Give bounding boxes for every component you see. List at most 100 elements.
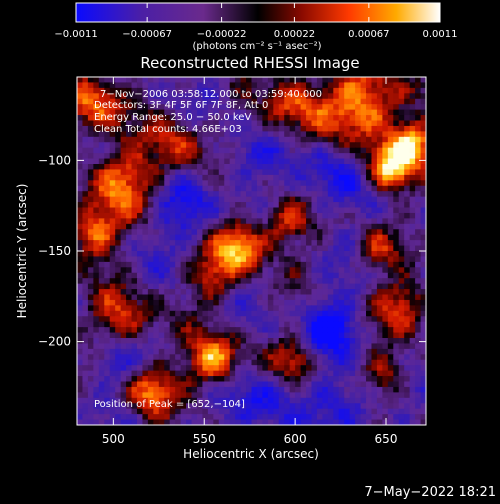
heatmap-cell [104,87,111,94]
heatmap-cell [278,397,285,404]
heatmap-cell [218,397,225,404]
heatmap-cell [338,256,345,263]
heatmap-cell [240,87,247,94]
heatmap-cell [251,343,258,350]
heatmap-cell [278,147,285,154]
heatmap-cell [87,115,94,122]
heatmap-cell [371,278,378,285]
heatmap-cell [104,299,111,306]
heatmap-cell [109,174,116,181]
heatmap-cell [115,278,122,285]
heatmap-cell [420,202,426,209]
heatmap-cell [371,174,378,181]
heatmap-cell [109,403,116,410]
heatmap-cell [366,370,373,377]
heatmap-cell [409,419,416,425]
heatmap-cell [284,365,291,372]
heatmap-cell [273,408,280,415]
heatmap-cell [333,131,340,138]
heatmap-cell [191,305,198,312]
heatmap-cell [316,381,323,388]
heatmap-cell [109,207,116,214]
heatmap-cell [207,327,214,334]
heatmap-cell [158,376,165,383]
heatmap-cell [147,153,154,160]
heatmap-cell [311,354,318,361]
heatmap-cell [322,414,329,421]
heatmap-cell [256,419,263,425]
heatmap-cell [327,381,334,388]
heatmap-cell [77,267,84,274]
heatmap-cell [186,348,193,355]
heatmap-cell [295,196,302,203]
heatmap-cell [393,191,400,198]
heatmap-cell [420,82,426,89]
heatmap-cell [404,185,411,192]
heatmap-cell [262,212,269,219]
heatmap-cell [360,120,367,127]
heatmap-cell [235,202,242,209]
heatmap-cell [202,131,209,138]
heatmap-cell [224,87,231,94]
heatmap-cell [126,381,133,388]
heatmap-cell [366,332,373,339]
heatmap-cell [366,212,373,219]
heatmap-cell [104,115,111,122]
heatmap-cell [87,414,94,421]
heatmap-cell [131,338,138,345]
heatmap-cell [415,321,422,328]
heatmap-cell [207,338,214,345]
heatmap-cell [344,327,351,334]
heatmap-cell [180,164,187,171]
heatmap-cell [409,180,416,187]
heatmap-cell [229,223,236,230]
heatmap-cell [284,169,291,176]
heatmap-cell [142,256,149,263]
heatmap-cell [256,256,263,263]
heatmap-cell [77,327,84,334]
heatmap-cell [355,376,362,383]
heatmap-cell [164,218,171,225]
heatmap-cell [224,365,231,372]
heatmap-cell [404,376,411,383]
heatmap-cell [420,98,426,105]
heatmap-cell [311,164,318,171]
heatmap-cell [366,327,373,334]
heatmap-cell [136,125,144,132]
heatmap-cell [338,278,345,285]
heatmap-cell [333,414,340,421]
heatmap-cell [153,191,160,198]
heatmap-cell [240,332,247,339]
heatmap-cell [256,82,263,89]
heatmap-cell [306,245,313,252]
heatmap-cell [306,196,313,203]
heatmap-cell [256,125,263,132]
heatmap-cell [158,310,165,317]
heatmap-cell [169,370,176,377]
heatmap-cell [213,131,220,138]
heatmap-cell [120,147,127,154]
heatmap-cell [246,289,253,296]
heatmap-cell [77,348,84,355]
heatmap-cell [142,180,149,187]
heatmap-cell [349,289,356,296]
heatmap-cell [349,240,356,247]
heatmap-cell [366,229,373,236]
heatmap-cell [409,299,416,306]
heatmap-cell [109,245,116,252]
heatmap-cell [387,294,394,301]
heatmap-cell [344,147,351,154]
heatmap-cell [98,305,105,312]
heatmap-cell [142,305,149,312]
heatmap-cell [191,229,198,236]
heatmap-cell [147,316,154,323]
heatmap-cell [295,164,302,171]
heatmap-cell [136,136,144,143]
heatmap-cell [229,153,236,160]
heatmap-cell [153,403,160,410]
heatmap-cell [142,82,149,89]
heatmap-cell [180,261,187,268]
heatmap-cell [322,348,329,355]
heatmap-cell [409,403,416,410]
heatmap-cell [327,343,334,350]
